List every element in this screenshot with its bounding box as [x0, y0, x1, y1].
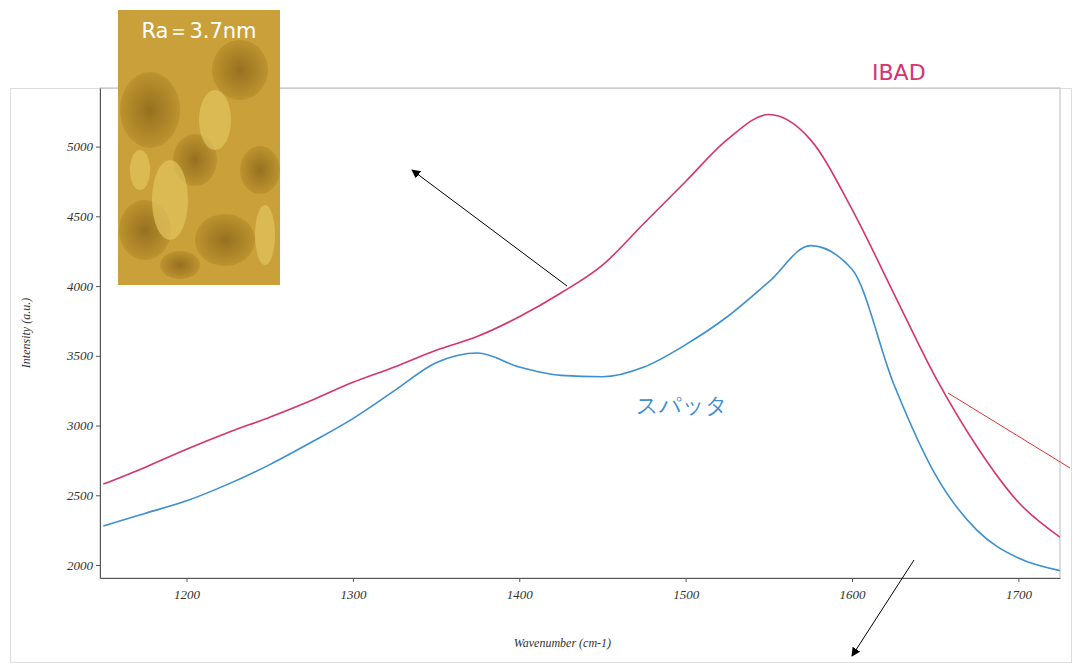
- y-axis-title: Intensity (a.u.): [19, 298, 33, 369]
- tick: 2000: [67, 558, 100, 573]
- afm-grain: [240, 146, 280, 194]
- afm-ridge: [199, 90, 231, 150]
- tick-label: 2000: [67, 558, 94, 573]
- afm-grain: [195, 214, 255, 266]
- arrow: [852, 560, 914, 656]
- tick-label: 1700: [1006, 587, 1033, 602]
- tick-mark: [96, 495, 100, 496]
- tick: 3500: [66, 348, 100, 363]
- afm-ridge: [152, 160, 188, 240]
- tick-label: 5000: [67, 139, 94, 154]
- tick-mark: [96, 356, 100, 357]
- lines: [103, 115, 1060, 571]
- afm-ridge: [130, 150, 150, 190]
- series-label: スパッタ: [636, 393, 728, 418]
- series-line: [103, 115, 1060, 538]
- tick-mark: [686, 578, 687, 582]
- leader-line: [948, 393, 1070, 468]
- plot: 1200 1300 1400 1500 1600 1700 2000 2500 3000 3500…: [66, 88, 1061, 602]
- tick: 5000: [67, 139, 100, 154]
- tick-mark: [852, 578, 853, 582]
- tick: 1200: [174, 578, 201, 602]
- tick: 4500: [67, 209, 100, 224]
- axis-line: [100, 89, 101, 579]
- tick: 1300: [340, 578, 367, 602]
- afm-grain: [160, 251, 200, 279]
- tick-label: 3000: [66, 418, 94, 433]
- tick-label: 1400: [507, 587, 534, 602]
- tick-mark: [96, 147, 100, 148]
- tick-mark: [187, 578, 188, 582]
- afm-grain: [120, 72, 180, 148]
- tick: 4000: [67, 279, 100, 294]
- tick-mark: [353, 578, 354, 582]
- tick-label: 4500: [67, 209, 94, 224]
- chart: 1200 1300 1400 1500 1600 1700 2000 2500 3000 3500…: [0, 0, 1072, 663]
- tick-mark: [96, 565, 100, 566]
- tick-mark: [1018, 578, 1019, 582]
- tick-mark: [96, 216, 100, 217]
- tick-label: 1500: [673, 587, 700, 602]
- afm-ridge: [255, 205, 275, 265]
- tick-label: 3500: [66, 348, 94, 363]
- axis-line: [101, 578, 1061, 579]
- tick-label: 4000: [67, 279, 94, 294]
- tick: 3000: [66, 418, 100, 433]
- tick: 2500: [67, 488, 100, 503]
- x-axis: 1200 1300 1400 1500 1600 1700: [101, 578, 1061, 602]
- afm-inset: [118, 10, 280, 285]
- outer-frame: [11, 89, 1072, 663]
- tick-label: 1300: [340, 587, 367, 602]
- x-axis-title: Wavenumber (cm-1): [514, 636, 611, 650]
- tick-label: 1200: [174, 587, 201, 602]
- tick-label: 1600: [840, 587, 867, 602]
- afm-image: [118, 10, 280, 285]
- tick-mark: [96, 426, 100, 427]
- tick: 1400: [507, 578, 534, 602]
- tick-label: 2500: [67, 488, 94, 503]
- arrow: [412, 170, 567, 286]
- annotation: Ra＝3.7nm: [141, 19, 256, 43]
- series-line: [103, 246, 1060, 571]
- tick-mark: [96, 286, 100, 287]
- plot-frame: [100, 88, 1060, 578]
- tick-mark: [519, 578, 520, 582]
- tick: 1700: [1006, 578, 1033, 602]
- tick: 1600: [840, 578, 867, 602]
- afm-grain: [212, 40, 268, 100]
- y-axis: 2000 2500 3000 3500 4000 4500 5000: [66, 89, 101, 579]
- series-label: IBAD: [872, 60, 926, 85]
- tick: 1500: [673, 578, 700, 602]
